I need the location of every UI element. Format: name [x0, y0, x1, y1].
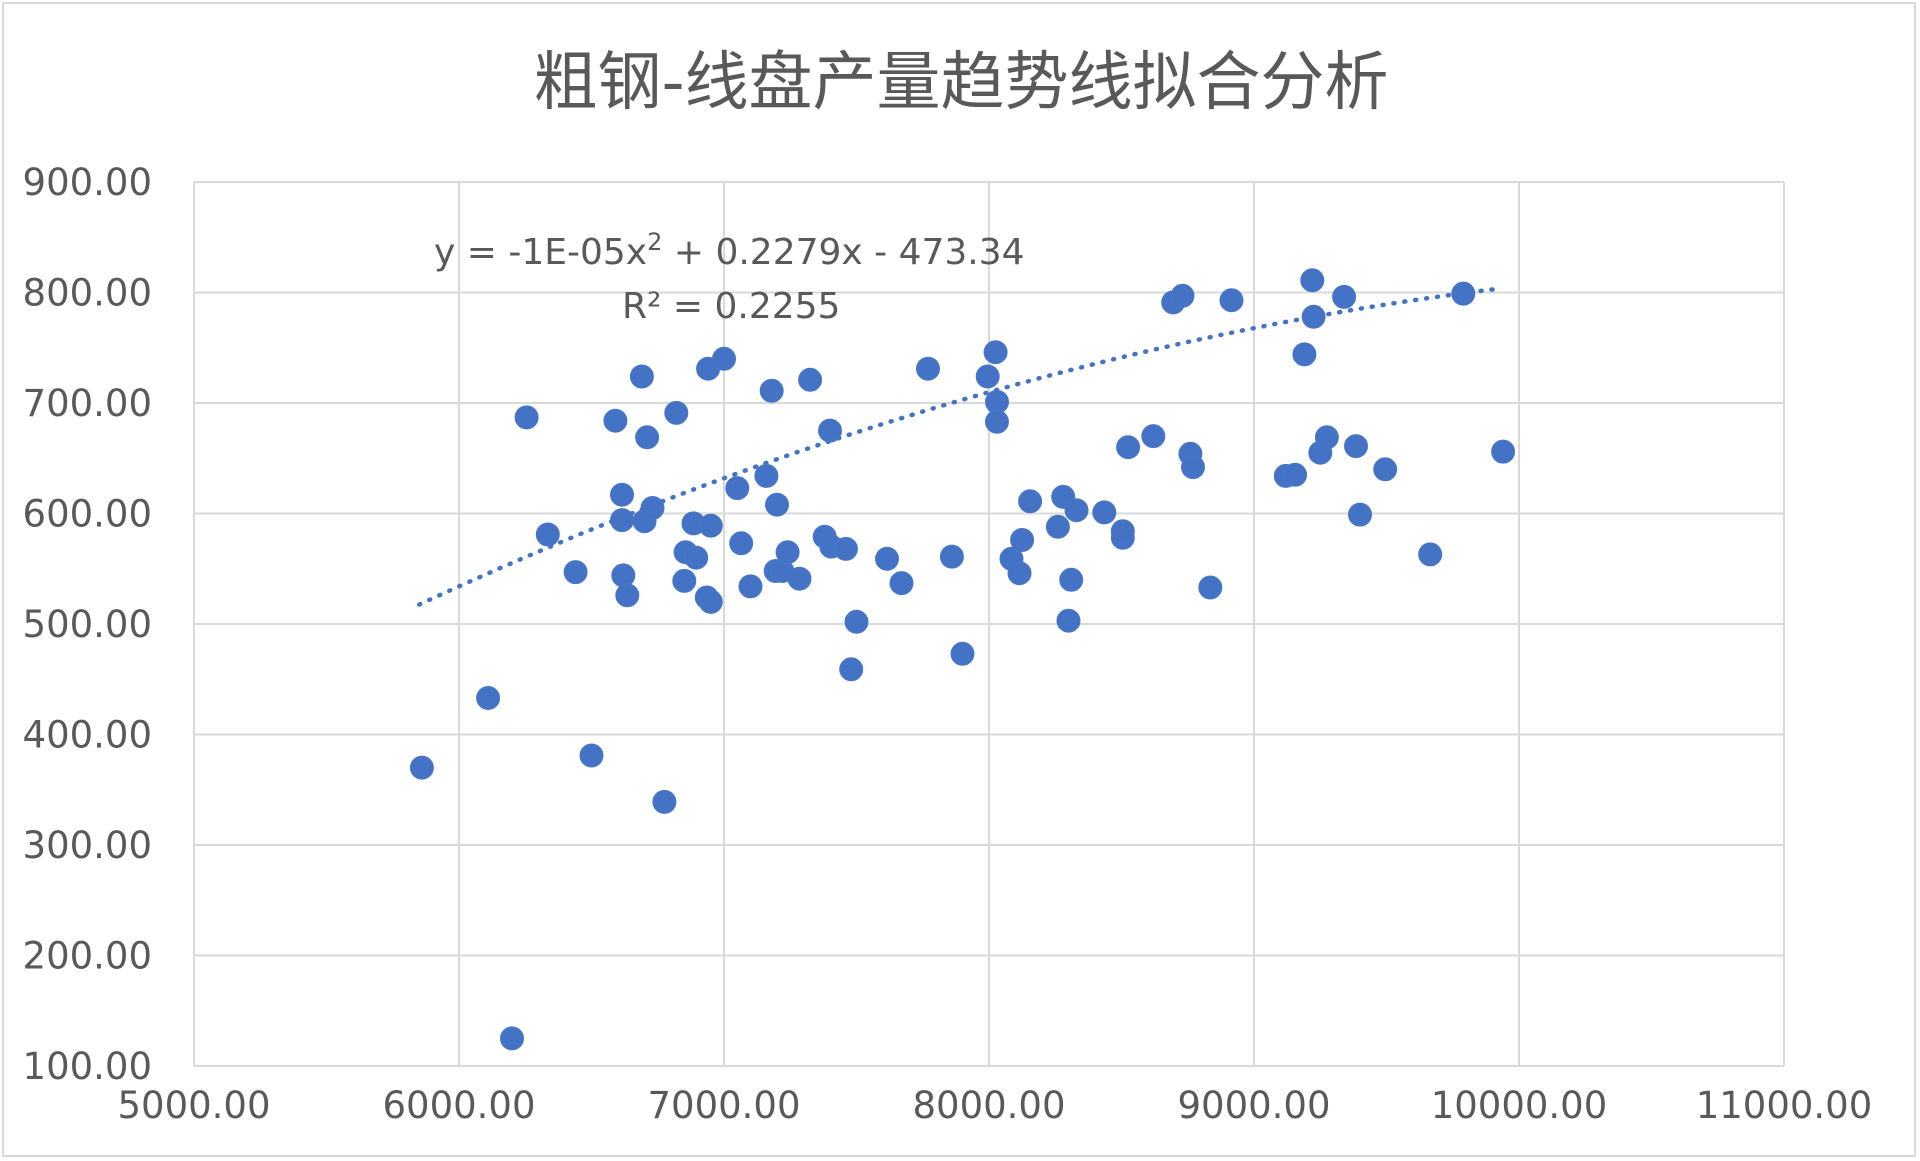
y-tick-label: 800.00: [23, 272, 152, 315]
data-point: [1170, 283, 1195, 308]
y-tick-label: 600.00: [23, 493, 152, 536]
data-point: [1018, 489, 1043, 514]
data-point: [603, 408, 628, 433]
equation-tail: + 0.2279x - 473.34: [662, 232, 1024, 273]
data-point: [759, 378, 784, 403]
data-point: [1110, 519, 1135, 544]
x-tick-label: 11000.00: [1696, 1084, 1873, 1127]
data-point: [875, 546, 899, 571]
y-tick-label: 200.00: [23, 935, 152, 978]
y-tick-label: 500.00: [23, 603, 152, 646]
x-tick-label: 7000.00: [647, 1084, 800, 1127]
chart-title: 粗钢-线盘产量趋势线拟合分析: [533, 46, 1388, 120]
data-point: [611, 563, 636, 588]
equation-main: y = -1E-05x: [434, 232, 647, 273]
data-point: [983, 340, 1008, 365]
data-point: [833, 536, 858, 561]
data-point: [1418, 542, 1443, 567]
data-point: [1314, 425, 1339, 450]
data-point: [684, 545, 709, 570]
data-point: [409, 755, 434, 780]
data-point: [1064, 498, 1089, 523]
data-point: [754, 463, 779, 488]
x-tick-label: 6000.00: [382, 1084, 535, 1127]
grid-lines: [193, 181, 1785, 1067]
x-tick-label: 8000.00: [912, 1084, 1065, 1127]
data-point: [1344, 434, 1368, 459]
data-point: [579, 743, 604, 768]
trendline-equation: y = -1E-05x2 + 0.2279x - 473.34: [434, 228, 1025, 273]
y-tick-label: 700.00: [23, 382, 152, 425]
data-point: [1181, 455, 1205, 480]
data-point: [916, 356, 940, 381]
data-point: [985, 409, 1009, 434]
data-point: [1056, 608, 1081, 633]
data-point: [787, 566, 812, 591]
x-tick-label: 10000.00: [1431, 1084, 1608, 1127]
y-tick-label: 300.00: [23, 824, 152, 867]
data-point: [775, 540, 800, 565]
data-point: [664, 400, 689, 425]
data-point: [1300, 268, 1325, 293]
data-point: [765, 492, 789, 517]
data-point: [725, 476, 750, 501]
data-point: [1116, 435, 1141, 460]
x-tick-label: 9000.00: [1177, 1084, 1330, 1127]
data-point: [1092, 500, 1117, 525]
y-tick-label: 100.00: [23, 1045, 152, 1088]
data-point: [1451, 281, 1476, 306]
data-point: [1491, 439, 1516, 464]
data-point: [1059, 567, 1084, 592]
data-point: [1292, 342, 1317, 367]
data-point: [1373, 457, 1398, 482]
data-point: [712, 346, 736, 371]
x-tick-label: 5000.00: [117, 1084, 270, 1127]
data-point: [1007, 561, 1032, 586]
data-point: [640, 496, 665, 520]
data-point: [844, 609, 869, 634]
data-point: [610, 508, 634, 533]
data-point: [610, 482, 634, 507]
data-point: [635, 425, 660, 450]
axis-tick-labels: 5000.00 6000.00 7000.00 8000.00 9000.00 10000…: [23, 161, 1873, 1127]
data-point: [1301, 304, 1326, 329]
data-point: [975, 364, 1000, 389]
data-point: [563, 560, 588, 585]
data-point: [950, 641, 975, 666]
data-point: [652, 789, 677, 814]
data-point: [1348, 502, 1372, 527]
data-point: [839, 657, 864, 682]
trendline-r-squared: R² = 0.2255: [622, 286, 840, 327]
data-point: [1045, 514, 1070, 539]
data-point: [889, 571, 914, 596]
data-point: [1010, 528, 1035, 552]
data-point: [729, 531, 754, 556]
data-point: [738, 574, 763, 599]
data-point: [698, 589, 723, 614]
data-point: [514, 405, 539, 430]
data-point: [629, 364, 654, 389]
data-point: [535, 522, 560, 547]
data-point: [1332, 284, 1357, 309]
data-point: [698, 513, 723, 538]
data-point: [1283, 462, 1308, 487]
data-point: [798, 367, 823, 392]
data-point: [476, 686, 501, 710]
data-point: [1141, 424, 1166, 449]
data-point: [818, 418, 842, 443]
scatter-chart: 粗钢-线盘产量趋势线拟合分析 5000.00 6000.00 7000.00 8000…: [23, 46, 1873, 1127]
data-point: [672, 568, 697, 593]
data-point: [1219, 288, 1244, 313]
y-tick-label: 400.00: [23, 714, 152, 757]
y-tick-label: 900.00: [23, 161, 152, 204]
equation-exponent: 2: [647, 228, 662, 256]
data-point: [1198, 575, 1223, 600]
data-points: [409, 268, 1516, 1051]
data-point: [615, 583, 640, 608]
data-point: [500, 1026, 524, 1051]
data-point: [939, 544, 964, 569]
